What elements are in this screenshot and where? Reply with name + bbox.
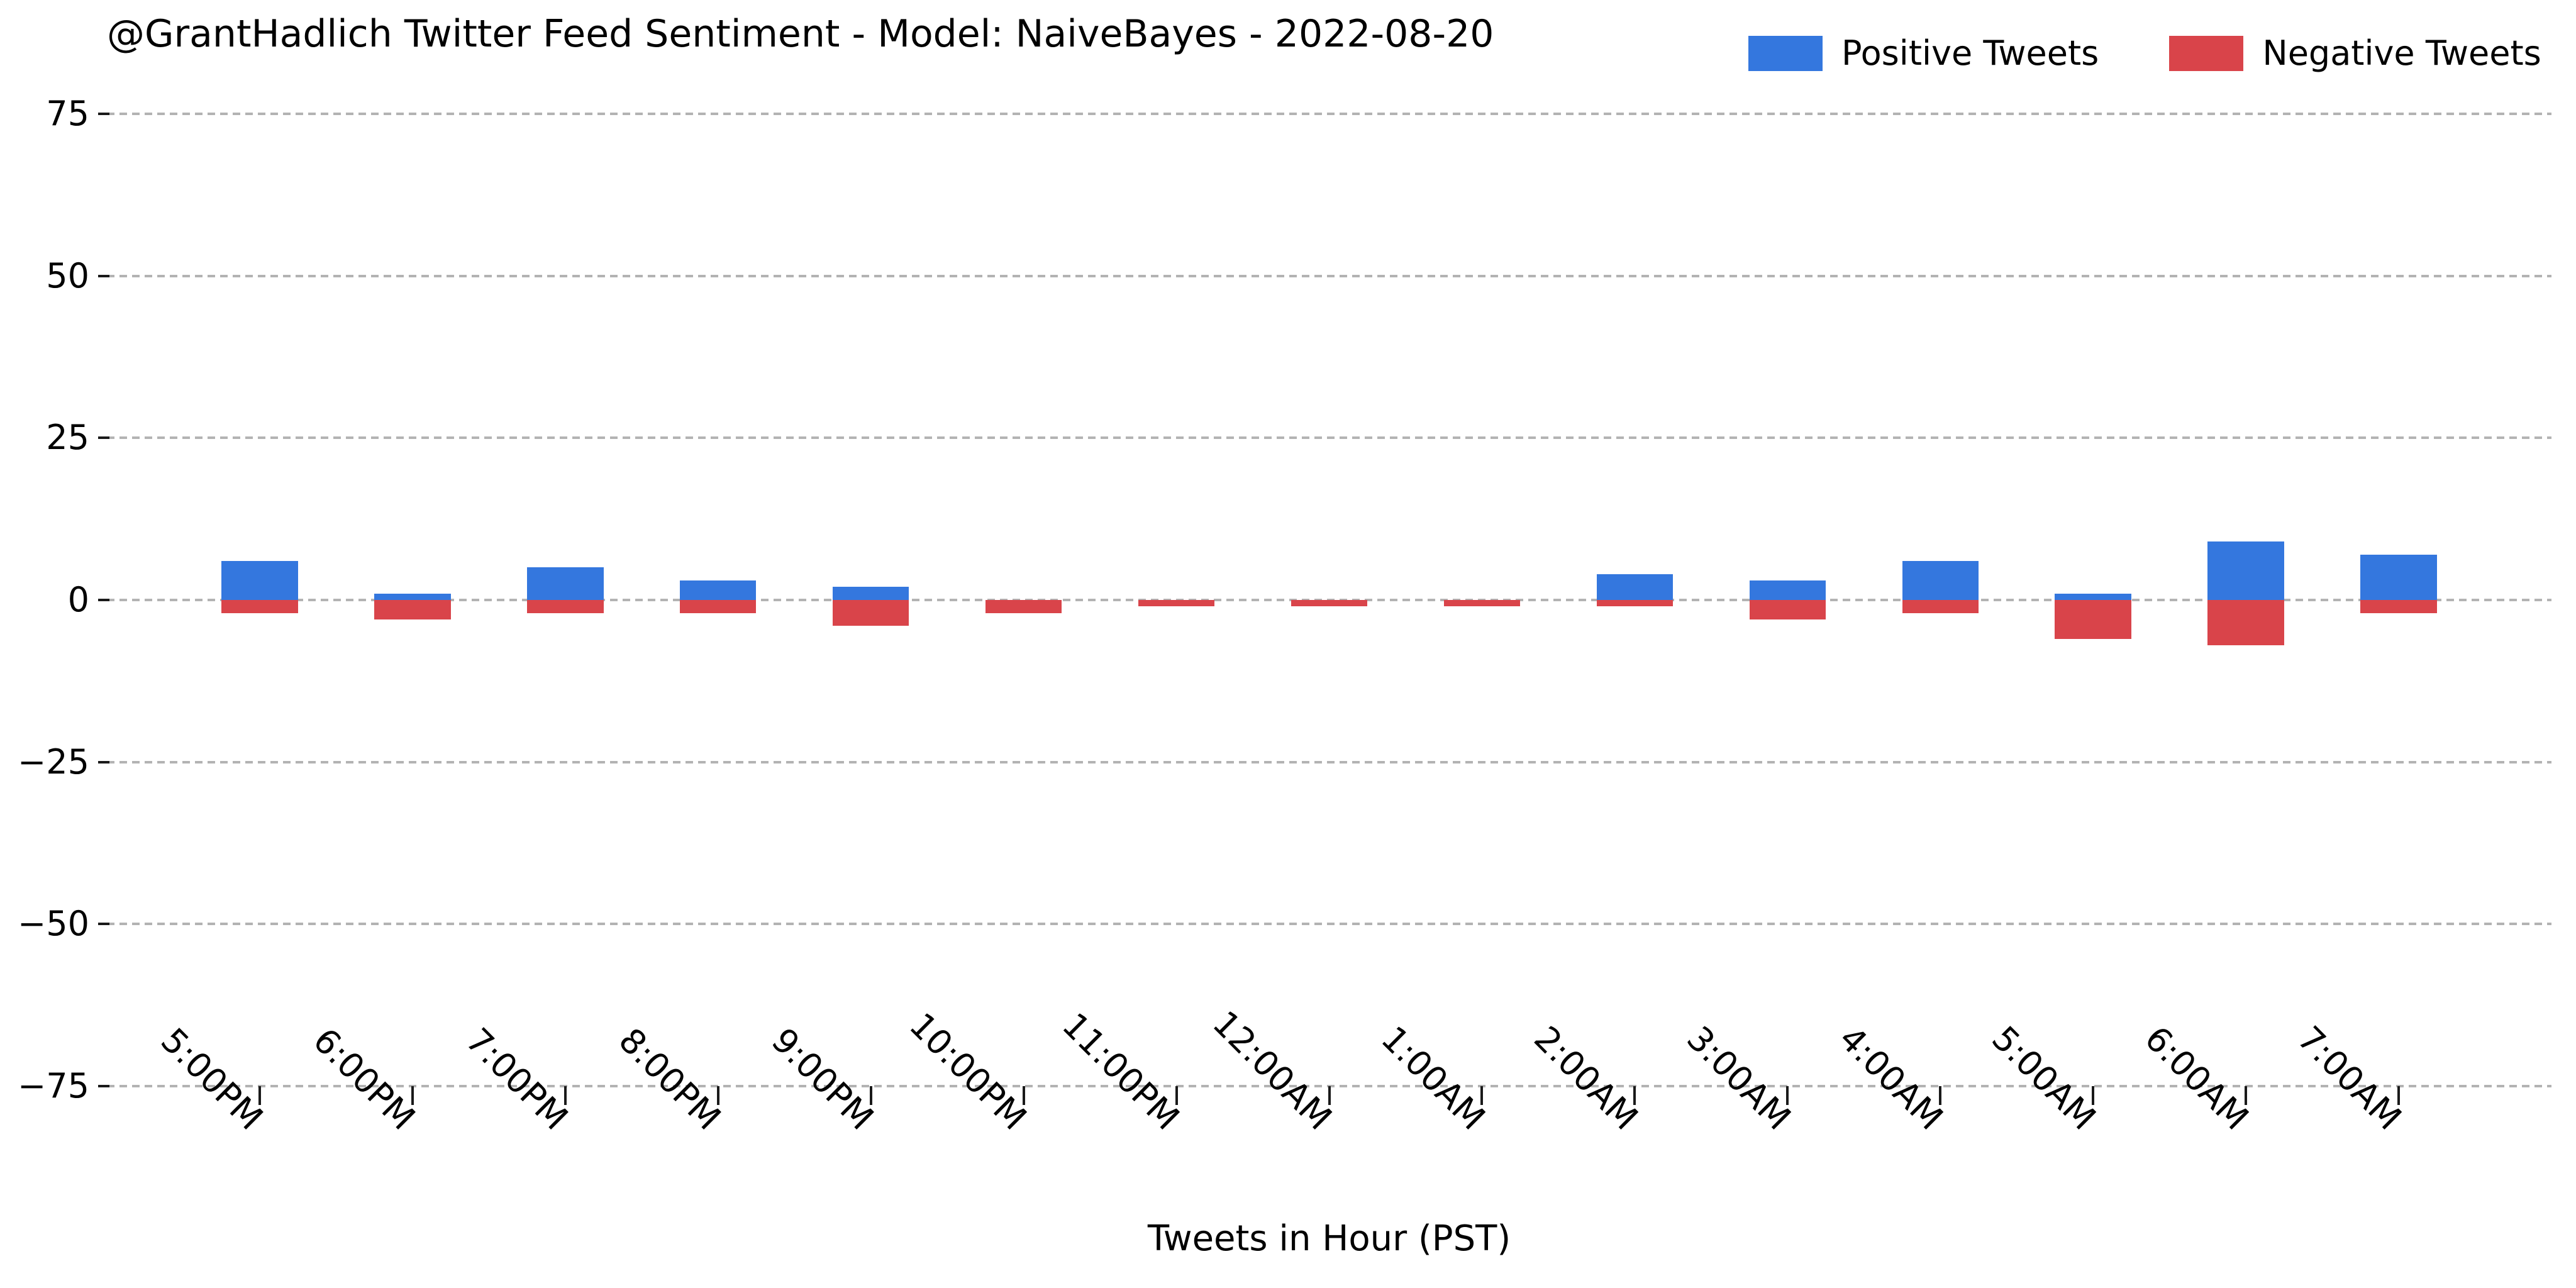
- positive-legend-label: Positive Tweets: [1841, 33, 2099, 73]
- x-tick-label: 3:00AM: [1679, 1018, 1799, 1138]
- x-tick-mark: [1633, 1086, 1636, 1105]
- negative-bar: [680, 600, 757, 613]
- y-tick-label: −50: [18, 904, 89, 944]
- positive-bar: [832, 587, 909, 600]
- positive-legend-swatch: [1748, 36, 1823, 71]
- x-tick-mark: [2092, 1086, 2095, 1105]
- x-tick-mark: [1328, 1086, 1331, 1105]
- negative-bar: [1596, 600, 1674, 607]
- y-tick-mark: [98, 1085, 109, 1087]
- x-tick-mark: [564, 1086, 567, 1105]
- negative-bar: [2360, 600, 2437, 613]
- x-tick-mark: [1022, 1086, 1025, 1105]
- x-tick-label: 10:00PM: [901, 1005, 1035, 1138]
- legend-item-positive: Positive Tweets: [1748, 35, 2099, 72]
- positive-bar: [221, 561, 298, 600]
- negative-bar: [374, 600, 451, 619]
- x-tick-mark: [2397, 1086, 2401, 1105]
- x-axis-title: Tweets in Hour (PST): [1147, 1218, 1511, 1259]
- y-tick-mark: [98, 113, 109, 115]
- legend-item-negative: Negative Tweets: [2169, 35, 2541, 72]
- x-tick-label: 9:00PM: [764, 1020, 882, 1138]
- positive-bar: [374, 593, 451, 600]
- positive-bar: [680, 580, 757, 600]
- positive-bar: [2055, 593, 2131, 600]
- y-tick-mark: [98, 274, 109, 277]
- positive-bar: [1749, 580, 1826, 600]
- y-tick-label: 75: [46, 94, 89, 133]
- x-tick-label: 12:00AM: [1205, 1003, 1340, 1138]
- chart-title: @GrantHadlich Twitter Feed Sentiment - M…: [107, 12, 1494, 56]
- x-tick-mark: [258, 1086, 261, 1105]
- negative-bar: [2055, 600, 2131, 639]
- negative-bar: [1138, 600, 1215, 607]
- negative-bar: [832, 600, 909, 626]
- x-tick-mark: [1786, 1086, 1789, 1105]
- positive-bar: [1902, 561, 1979, 600]
- y-tick-mark: [98, 436, 109, 440]
- y-gridline: [107, 436, 2551, 440]
- negative-legend-swatch: [2169, 36, 2244, 71]
- y-tick-label: −25: [18, 741, 89, 782]
- y-tick-label: 25: [46, 418, 89, 458]
- x-tick-mark: [2245, 1086, 2248, 1105]
- x-tick-mark: [716, 1086, 719, 1105]
- chart-legend: Positive Tweets Negative Tweets: [1748, 35, 2541, 72]
- y-tick-label: 0: [67, 580, 89, 619]
- y-tick-mark: [98, 599, 109, 601]
- y-gridline: [107, 923, 2551, 926]
- x-tick-mark: [869, 1086, 872, 1105]
- y-tick-label: 50: [46, 255, 89, 296]
- negative-bar: [1291, 600, 1368, 607]
- positive-bar: [2360, 554, 2437, 600]
- negative-bar: [1749, 600, 1826, 619]
- x-tick-mark: [1175, 1086, 1178, 1105]
- y-tick-mark: [98, 760, 109, 763]
- x-tick-label: 5:00AM: [1984, 1018, 2104, 1138]
- x-tick-label: 5:00PM: [153, 1020, 270, 1138]
- x-tick-label: 7:00PM: [458, 1020, 576, 1138]
- x-tick-label: 7:00AM: [2290, 1018, 2409, 1138]
- x-tick-label: 6:00AM: [2137, 1018, 2257, 1138]
- x-tick-label: 1:00AM: [1373, 1018, 1493, 1138]
- y-tick-mark: [98, 923, 109, 926]
- x-tick-label: 8:00PM: [611, 1020, 729, 1138]
- x-tick-mark: [411, 1086, 414, 1105]
- x-tick-mark: [1480, 1086, 1484, 1105]
- negative-bar: [221, 600, 298, 613]
- y-gridline: [107, 760, 2551, 763]
- positive-bar: [1596, 574, 1674, 600]
- x-tick-label: 11:00PM: [1054, 1005, 1187, 1138]
- x-tick-label: 4:00AM: [1831, 1018, 1951, 1138]
- y-tick-label: −75: [18, 1066, 89, 1106]
- negative-bar: [527, 600, 604, 613]
- negative-bar: [1902, 600, 1979, 613]
- x-tick-label: 6:00PM: [306, 1020, 423, 1138]
- negative-legend-label: Negative Tweets: [2262, 33, 2541, 73]
- x-tick-label: 2:00AM: [1526, 1018, 1646, 1138]
- y-gridline: [107, 113, 2551, 115]
- negative-bar: [2207, 600, 2284, 646]
- y-gridline: [107, 274, 2551, 277]
- positive-bar: [527, 567, 604, 600]
- negative-bar: [985, 600, 1062, 613]
- x-tick-mark: [1939, 1086, 1942, 1105]
- positive-bar: [2207, 541, 2284, 600]
- negative-bar: [1443, 600, 1521, 607]
